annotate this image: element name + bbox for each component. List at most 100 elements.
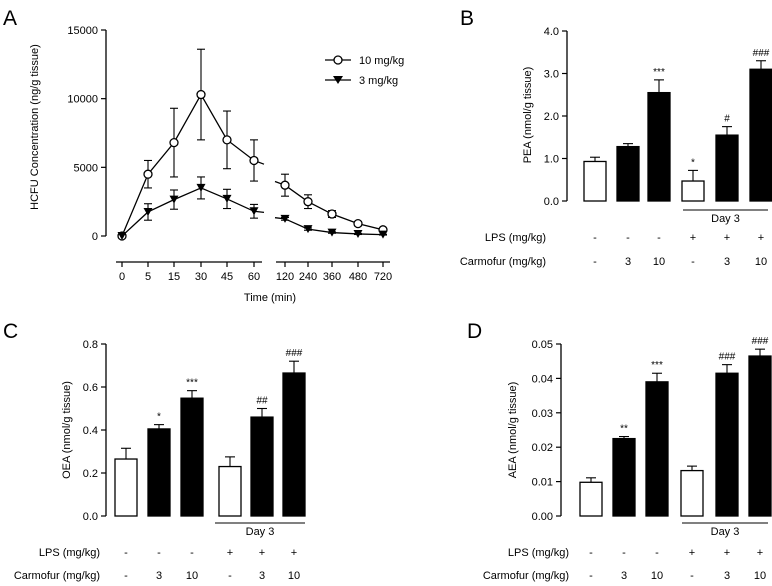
panel-a-point-3mg — [169, 195, 179, 204]
panel-c-lps-value: + — [259, 547, 265, 559]
panel-c-carmofur-value: 3 — [259, 570, 265, 582]
panel-a-point-10mg — [327, 209, 337, 219]
panel-b-bar — [616, 145, 640, 202]
panel-b-bar — [715, 134, 739, 202]
panel-a-y-tick-label: 5000 — [74, 162, 98, 174]
panel-a-point-3mg — [249, 207, 259, 216]
panel-a-x-tick-label: 5 — [145, 271, 151, 283]
panel-c-lps-value: - — [190, 547, 194, 559]
panel-d-lps-value: - — [655, 547, 659, 559]
panel-a-point-10mg — [353, 218, 363, 229]
panel-a-x-axis-label: Time (min) — [244, 292, 296, 304]
panel-a-y-tick-label: 10000 — [67, 94, 98, 106]
panel-b-day3-label: Day 3 — [711, 213, 740, 225]
panel-b-carmofur-label: Carmofur (mg/kg) — [460, 256, 546, 268]
panel-d-bar — [680, 469, 704, 517]
panel-c-y-tick-label: 0.2 — [83, 468, 98, 480]
panel-c-bar-chart: OEA (nmol/g tissue) 0.00.20.40.60.8****#… — [14, 339, 306, 582]
panel-d-y-tick-label: 0.03 — [532, 408, 553, 420]
panel-a-x-tick-label: 45 — [221, 271, 233, 283]
panel-d-y-tick-label: 0.00 — [532, 511, 553, 523]
panel-letter-c: C — [3, 320, 18, 343]
panel-a-series-line-3mg — [121, 187, 265, 237]
panel-a-x-tick-label: 240 — [299, 271, 317, 283]
panel-d-y-tick-label: 0.04 — [532, 373, 553, 385]
panel-b-significance-label: ### — [753, 48, 770, 59]
panel-a-point-10mg — [143, 169, 153, 179]
panel-c-lps-value: + — [291, 547, 297, 559]
panel-b-y-tick-label: 3.0 — [544, 69, 559, 81]
panel-a-point-10mg — [249, 155, 259, 166]
panel-b-carmofur-value: 10 — [653, 256, 665, 268]
panel-a-series-line-10mg — [274, 180, 384, 231]
panel-d-y-axis-label: AEA (nmol/g tissue) — [507, 382, 519, 479]
panel-b-lps-value: + — [724, 232, 730, 244]
panel-d-bar — [645, 381, 669, 517]
panel-c-bar — [180, 397, 204, 517]
panel-a-point-3mg — [327, 228, 337, 237]
panel-b-bar — [583, 160, 607, 202]
panel-d-significance-label: ### — [719, 352, 736, 363]
panel-d-bar — [579, 481, 603, 517]
panel-letter-d: D — [467, 320, 482, 343]
panel-a-y-tick-label: 0 — [92, 231, 98, 243]
panel-b-y-tick-label: 4.0 — [544, 26, 559, 38]
panel-a-point-10mg — [280, 180, 290, 190]
panel-b-carmofur-value: 3 — [625, 256, 631, 268]
panel-b-carmofur-value: 10 — [755, 256, 767, 268]
panel-c-bar — [282, 372, 306, 517]
panel-d-carmofur-value: 10 — [754, 570, 766, 582]
panel-d-carmofur-value: 10 — [651, 570, 663, 582]
panel-c-bar — [114, 458, 138, 517]
panel-b-bar-chart: PEA (nmol/g tissue) 0.01.02.03.04.0****#… — [460, 26, 772, 268]
panel-d-bar — [612, 437, 636, 517]
panel-a-point-3mg — [222, 194, 232, 203]
panel-a-point-3mg — [303, 225, 313, 234]
panel-c-y-tick-label: 0.8 — [83, 339, 98, 351]
panel-a-x-tick-label: 15 — [168, 271, 180, 283]
panel-d-bar-chart: AEA (nmol/g tissue) 0.00 0.01 0.02 0.03 0.04… — [483, 336, 772, 582]
panel-c-lps-value: - — [157, 547, 161, 559]
panel-b-bar — [647, 91, 671, 202]
panel-d-lps-value: + — [724, 547, 730, 559]
panel-c-lps-value: + — [227, 547, 233, 559]
panel-b-y-axis-label: PEA (nmol/g tissue) — [522, 67, 534, 164]
panel-d-bar — [748, 355, 772, 517]
panel-d-lps-value: + — [689, 547, 695, 559]
panel-c-day3-label: Day 3 — [246, 526, 275, 538]
legend-label-10mg: 10 mg/kg — [359, 55, 404, 67]
panel-c-significance-label: * — [157, 412, 161, 423]
panel-d-significance-label: ### — [752, 336, 769, 347]
panel-letter-a: A — [3, 7, 17, 30]
panel-a-point-10mg — [169, 137, 179, 148]
panel-b-y-tick-label: 2.0 — [544, 111, 559, 123]
panel-a-legend: 10 mg/kg 3 mg/kg — [325, 55, 404, 87]
panel-c-carmofur-value: - — [124, 570, 128, 582]
legend-marker-10mg — [333, 55, 343, 65]
panel-a-point-3mg — [353, 229, 363, 238]
panel-c-y-tick-label: 0.0 — [83, 511, 98, 523]
panel-b-lps-value: + — [690, 232, 696, 244]
panel-b-bar — [681, 180, 705, 202]
panel-letter-b: B — [460, 7, 474, 30]
panel-c-y-tick-label: 0.6 — [83, 382, 98, 394]
panel-c-carmofur-value: 10 — [186, 570, 198, 582]
panel-b-lps-value: + — [758, 232, 764, 244]
panel-d-lps-value: + — [757, 547, 763, 559]
panel-c-carmofur-value: 10 — [288, 570, 300, 582]
panel-b-carmofur-value: - — [691, 256, 695, 268]
panel-c-y-tick-label: 0.4 — [83, 425, 98, 437]
panel-a-point-3mg — [143, 207, 153, 216]
panel-b-significance-label: # — [724, 114, 730, 125]
panel-d-lps-label: LPS (mg/kg) — [508, 547, 569, 559]
panel-b-bar — [749, 68, 772, 202]
panel-d-y-tick-label: 0.05 — [532, 339, 553, 351]
panel-c-bar — [218, 465, 242, 517]
panel-a-point-3mg — [280, 214, 290, 223]
panel-b-lps-value: - — [593, 232, 597, 244]
legend-marker-3mg — [333, 76, 343, 84]
panel-d-y-tick-label: 0.01 — [532, 477, 553, 489]
panel-b-carmofur-value: - — [593, 256, 597, 268]
panel-b-lps-value: - — [626, 232, 630, 244]
